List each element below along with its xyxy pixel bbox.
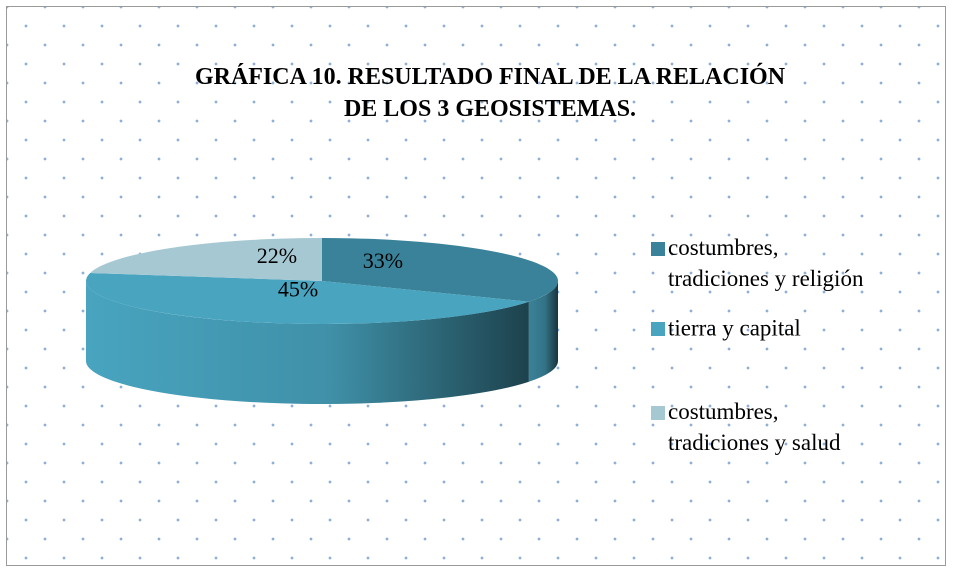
slice-side-shade <box>86 281 529 404</box>
chart-title: DE LOS 3 GEOSISTEMAS. <box>344 96 636 122</box>
slice-side-shade <box>528 281 558 382</box>
legend-line: costumbres, <box>668 235 779 260</box>
slice <box>322 238 558 302</box>
legend-line: tradiciones y salud <box>668 430 841 455</box>
legend-swatch <box>651 322 665 336</box>
legend-label: tierra y capital <box>668 315 801 340</box>
legend-line: costumbres, <box>668 399 779 424</box>
legend-line: tradiciones y religión <box>668 266 864 291</box>
legend-swatch <box>651 406 665 420</box>
legend-label: costumbres, tradiciones y religión <box>668 235 864 291</box>
chart-title: GRÁFICA 10. RESULTADO FINAL DE LA RELACI… <box>195 63 786 90</box>
legend-swatch <box>651 242 665 256</box>
slice <box>86 272 529 324</box>
data-label: 45% <box>278 276 318 301</box>
data-label: 33% <box>363 248 403 273</box>
legend-label: costumbres, tradiciones y salud <box>668 399 841 455</box>
data-label: 22% <box>257 243 297 268</box>
slice <box>90 238 322 281</box>
